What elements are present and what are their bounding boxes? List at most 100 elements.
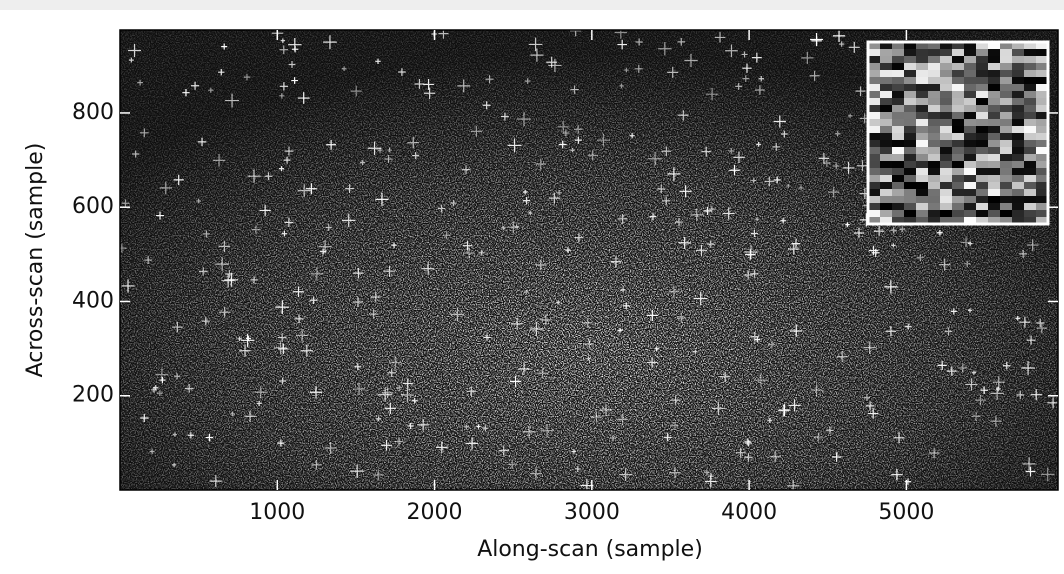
inset-pixel [1000,168,1012,175]
inset-pixel [880,77,892,84]
star [574,233,584,243]
star [359,160,366,166]
star [294,314,304,324]
inset-pixel [1024,196,1036,203]
inset-pixel [988,210,1000,217]
star [144,256,153,265]
star [750,269,759,278]
star [619,83,624,88]
star [832,30,846,42]
inset-pixel [904,63,916,70]
x-tick-label: 5000 [878,500,934,525]
inset-pixel [928,56,940,63]
star [767,417,773,423]
inset-pixel [880,98,892,105]
star [120,243,127,253]
inset-pixel [904,56,916,63]
star [391,242,397,248]
star [780,217,787,224]
star [839,41,845,47]
inset-pixel [940,175,952,182]
star [744,245,758,259]
inset-pixel [880,49,892,56]
star [754,373,768,387]
inset-pixel [904,42,916,49]
star [247,169,261,183]
inset-pixel [892,140,904,147]
inset-pixel [1012,56,1024,63]
inset-pixel [940,63,952,70]
inset-pixel [964,98,976,105]
star [695,244,708,256]
star [847,113,853,119]
star [412,152,420,160]
inset-pixel [952,203,964,210]
star [159,181,172,195]
inset-pixel [988,42,1000,49]
star [281,230,288,237]
inset-pixel [940,217,952,224]
star [744,438,752,446]
star [291,77,298,84]
star [310,267,324,281]
star [707,472,715,480]
star [574,136,582,144]
inset-pixel [1024,42,1036,49]
inset-pixel [1036,147,1048,154]
star [372,469,384,481]
inset-pixel [940,203,952,210]
inset-pixel [916,126,928,133]
star [529,322,544,336]
inset-pixel [964,147,976,154]
inset-pixel [868,196,880,203]
inset-pixel [1012,105,1024,112]
star [745,249,756,260]
inset-pixel [976,42,988,49]
star [482,101,491,110]
inset-pixel [916,210,928,217]
inset-pixel [892,70,904,77]
inset-pixel [880,70,892,77]
star [754,336,761,343]
inset-pixel [1036,70,1048,77]
star [407,422,414,430]
star [586,356,591,361]
inset-pixel [976,154,988,161]
star [244,410,256,422]
inset-pixel [1036,133,1048,140]
inset [868,42,1048,224]
inset-pixel [988,133,1000,140]
inset-pixel [880,168,892,175]
inset-pixel [940,119,952,126]
inset-pixel [1036,119,1048,126]
star [151,387,157,393]
inset-pixel [1000,217,1012,224]
inset-pixel [1012,133,1024,140]
inset-pixel [904,112,916,119]
star [256,400,262,406]
star [208,87,214,93]
star [667,66,679,78]
star [964,260,971,267]
star [773,176,781,184]
star [422,262,435,275]
inset-pixel [976,56,988,63]
inset-pixel [952,42,964,49]
inset-pixel [952,196,964,203]
inset-pixel [940,154,952,161]
inset-pixel [1012,70,1024,77]
star [928,447,940,459]
inset-pixel [892,210,904,217]
star [278,166,285,172]
star [1019,249,1028,258]
star [995,386,1001,392]
inset-pixel [988,63,1000,70]
y-tick-label: 400 [72,288,114,313]
star [485,75,494,84]
star [674,217,684,227]
inset-pixel [892,203,904,210]
star [350,464,364,478]
inset-pixel [916,182,928,189]
star [617,213,628,224]
star [834,130,841,137]
